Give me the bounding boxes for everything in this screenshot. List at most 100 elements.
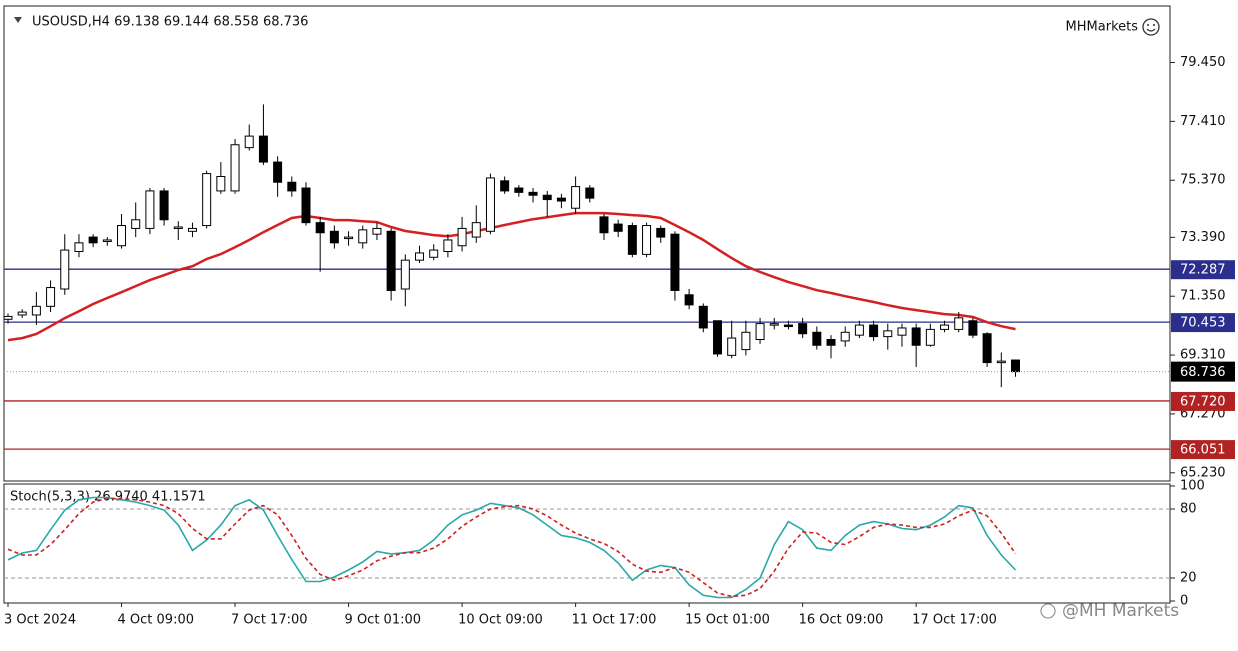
candle bbox=[854, 320, 864, 339]
watermark-icon bbox=[1040, 603, 1056, 619]
candle bbox=[273, 156, 283, 197]
y-tick-label: 75.370 bbox=[1180, 173, 1226, 188]
candle bbox=[897, 323, 907, 347]
candle bbox=[358, 225, 368, 249]
candle bbox=[783, 320, 793, 330]
candle bbox=[159, 188, 169, 226]
candle-body bbox=[826, 338, 836, 346]
candle-body bbox=[514, 187, 524, 193]
candle-body bbox=[187, 227, 197, 232]
candle bbox=[940, 320, 950, 333]
candle-body bbox=[386, 230, 396, 291]
candle bbox=[17, 309, 27, 318]
candle-body bbox=[684, 294, 694, 306]
candle bbox=[131, 202, 141, 238]
candle-body bbox=[485, 177, 495, 232]
candle bbox=[812, 326, 822, 350]
candle bbox=[457, 216, 467, 252]
y-tick-label: 69.310 bbox=[1180, 348, 1226, 363]
candle bbox=[173, 221, 183, 240]
price-panel bbox=[3, 5, 1171, 482]
candle bbox=[287, 176, 297, 197]
y-tick-label: 71.350 bbox=[1180, 289, 1226, 304]
candle bbox=[542, 190, 552, 217]
level-label-box bbox=[1171, 440, 1235, 460]
candle-body bbox=[798, 323, 808, 335]
candle-body bbox=[400, 259, 410, 290]
current-price-box bbox=[1171, 361, 1235, 382]
candle-body bbox=[542, 194, 552, 201]
candle-body bbox=[17, 311, 27, 316]
candle bbox=[500, 176, 510, 194]
candle bbox=[684, 289, 694, 310]
candle-body bbox=[627, 225, 637, 255]
candle bbox=[656, 225, 666, 243]
candle bbox=[642, 222, 652, 258]
level-label-box bbox=[1171, 313, 1235, 333]
x-tick-label: 16 Oct 09:00 bbox=[799, 613, 884, 628]
candle-body bbox=[3, 315, 13, 320]
candle bbox=[187, 222, 197, 238]
candle bbox=[769, 317, 779, 330]
candle bbox=[968, 317, 978, 339]
candle-body bbox=[556, 197, 566, 202]
current-price-label: 68.736 bbox=[1180, 365, 1226, 380]
candle-body bbox=[713, 320, 722, 355]
candle bbox=[996, 352, 1006, 388]
moving-average bbox=[7, 211, 1016, 342]
candle-body bbox=[755, 323, 765, 340]
candle bbox=[528, 188, 538, 203]
candle bbox=[925, 323, 935, 347]
candle bbox=[429, 244, 439, 261]
level-label-box bbox=[1171, 391, 1235, 411]
candle bbox=[344, 231, 354, 246]
candle bbox=[244, 124, 254, 151]
candle-body bbox=[1010, 359, 1020, 373]
candle-body bbox=[429, 249, 439, 258]
candle-body bbox=[358, 229, 368, 244]
candle bbox=[258, 104, 268, 165]
x-tick-label: 4 Oct 09:00 bbox=[118, 613, 194, 628]
x-tick-label: 11 Oct 17:00 bbox=[572, 613, 657, 628]
candle bbox=[471, 205, 481, 243]
candle bbox=[145, 188, 155, 235]
candle-body bbox=[613, 223, 623, 232]
candle bbox=[613, 219, 623, 238]
candle-body bbox=[344, 236, 354, 240]
candle-body bbox=[954, 317, 964, 330]
level-label: 66.051 bbox=[1180, 443, 1226, 458]
candle-body bbox=[854, 324, 864, 336]
y-tick-label: 65.230 bbox=[1180, 465, 1226, 480]
candle-body bbox=[883, 330, 893, 338]
candle bbox=[840, 326, 850, 347]
level-label: 67.720 bbox=[1180, 394, 1226, 409]
candle bbox=[372, 222, 382, 240]
candle bbox=[514, 185, 524, 197]
candle bbox=[400, 254, 410, 307]
x-tick-label: 15 Oct 01:00 bbox=[685, 613, 770, 628]
candle-body bbox=[102, 239, 112, 242]
candle bbox=[315, 216, 325, 272]
candle bbox=[485, 173, 495, 235]
candle bbox=[3, 313, 13, 324]
candle-body bbox=[415, 252, 425, 261]
candle-body bbox=[301, 187, 311, 224]
candle-body bbox=[670, 233, 680, 291]
candle-body bbox=[471, 222, 481, 238]
candle-body bbox=[869, 324, 879, 338]
candle bbox=[46, 280, 56, 313]
candle-body bbox=[698, 305, 708, 329]
x-tick-label: 17 Oct 17:00 bbox=[912, 613, 997, 628]
candle-body bbox=[372, 227, 382, 235]
candle-body bbox=[315, 222, 325, 234]
candle bbox=[571, 176, 581, 214]
candle bbox=[230, 138, 240, 194]
candle bbox=[826, 335, 836, 359]
candle-body bbox=[571, 186, 581, 209]
candle-body bbox=[287, 181, 297, 192]
candle-body bbox=[329, 230, 339, 244]
candle-body bbox=[457, 227, 467, 247]
y-tick-label: 80 bbox=[1180, 502, 1197, 517]
